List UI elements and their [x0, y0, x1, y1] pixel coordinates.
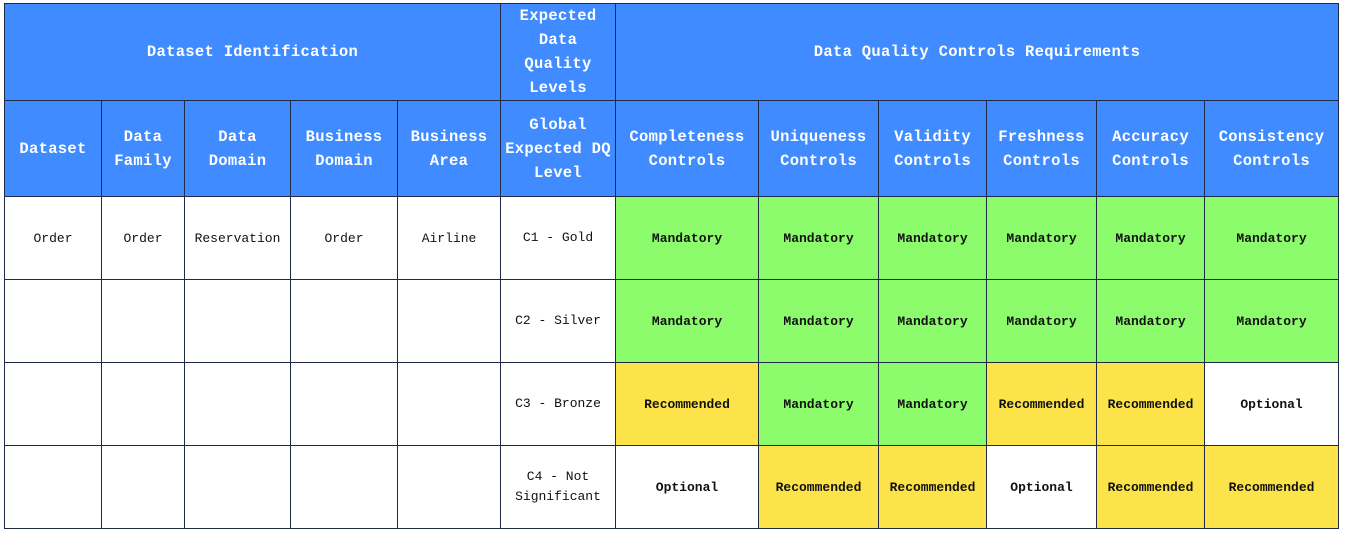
table-row: C3 - Bronze Recommended Mandatory Mandat… [4, 362, 1340, 446]
cell-dataset: Order [4, 196, 102, 280]
col-header-validity: Validity Controls [878, 100, 988, 197]
col-header-accuracy: Accuracy Controls [1096, 100, 1206, 197]
cell-level: C2 - Silver [500, 279, 617, 363]
cell-dataset [4, 362, 102, 446]
col-header-dataset: Dataset [4, 100, 102, 197]
cell-data-family [101, 362, 185, 446]
group-header-expected-levels: Expected Data Quality Levels [500, 3, 617, 101]
column-header-row: Dataset Data Family Data Domain Business… [4, 100, 1340, 197]
cell-business-area [396, 362, 502, 446]
cell-data-family [101, 445, 185, 529]
cell-freshness: Recommended [986, 362, 1098, 446]
cell-freshness: Mandatory [986, 279, 1098, 363]
cell-business-domain [290, 445, 398, 529]
col-header-global-level: Global Expected DQ Level [500, 100, 617, 197]
cell-business-domain [290, 362, 398, 446]
group-header-controls-requirements: Data Quality Controls Requirements [615, 3, 1340, 101]
cell-consistency: Optional [1204, 362, 1340, 446]
cell-data-domain [184, 362, 291, 446]
cell-data-domain [184, 445, 291, 529]
cell-data-domain [184, 279, 291, 363]
cell-accuracy: Mandatory [1096, 279, 1206, 363]
cell-accuracy: Recommended [1096, 445, 1206, 529]
col-header-consistency: Consistency Controls [1204, 100, 1340, 197]
col-header-data-family: Data Family [101, 100, 185, 197]
cell-level: C4 - Not Significant [500, 445, 617, 529]
cell-business-area [396, 445, 502, 529]
cell-data-family [101, 279, 185, 363]
cell-dataset [4, 445, 102, 529]
cell-business-area: Airline [396, 196, 502, 280]
col-header-uniqueness: Uniqueness Controls [758, 100, 880, 197]
col-header-data-domain: Data Domain [184, 100, 291, 197]
group-header-dataset-identification: Dataset Identification [3, 3, 502, 101]
cell-data-domain: Reservation [184, 196, 291, 280]
cell-uniqueness: Mandatory [758, 196, 880, 280]
cell-business-domain [290, 279, 398, 363]
dq-requirements-table: Dataset Identification Expected Data Qua… [3, 3, 1340, 529]
cell-uniqueness: Mandatory [758, 362, 880, 446]
cell-validity: Mandatory [878, 196, 988, 280]
col-header-completeness: Completeness Controls [615, 100, 760, 197]
cell-validity: Recommended [878, 445, 988, 529]
cell-data-family: Order [101, 196, 185, 280]
cell-accuracy: Mandatory [1096, 196, 1206, 280]
col-header-freshness: Freshness Controls [986, 100, 1098, 197]
cell-completeness: Optional [615, 445, 760, 529]
cell-completeness: Mandatory [615, 279, 760, 363]
cell-uniqueness: Recommended [758, 445, 880, 529]
cell-freshness: Optional [986, 445, 1098, 529]
table-row: C4 - Not Significant Optional Recommende… [4, 445, 1340, 529]
cell-validity: Mandatory [878, 362, 988, 446]
group-header-row: Dataset Identification Expected Data Qua… [3, 3, 1340, 101]
cell-consistency: Mandatory [1204, 279, 1340, 363]
cell-uniqueness: Mandatory [758, 279, 880, 363]
cell-level: C3 - Bronze [500, 362, 617, 446]
cell-validity: Mandatory [878, 279, 988, 363]
cell-accuracy: Recommended [1096, 362, 1206, 446]
cell-completeness: Recommended [615, 362, 760, 446]
table-row: Order Order Reservation Order Airline C1… [4, 196, 1340, 280]
col-header-business-domain: Business Domain [290, 100, 398, 197]
cell-freshness: Mandatory [986, 196, 1098, 280]
cell-business-domain: Order [290, 196, 398, 280]
table-row: C2 - Silver Mandatory Mandatory Mandator… [4, 279, 1340, 363]
cell-dataset [4, 279, 102, 363]
cell-consistency: Recommended [1204, 445, 1340, 529]
col-header-business-area: Business Area [396, 100, 502, 197]
cell-completeness: Mandatory [615, 196, 760, 280]
cell-business-area [396, 279, 502, 363]
cell-consistency: Mandatory [1204, 196, 1340, 280]
cell-level: C1 - Gold [500, 196, 617, 280]
